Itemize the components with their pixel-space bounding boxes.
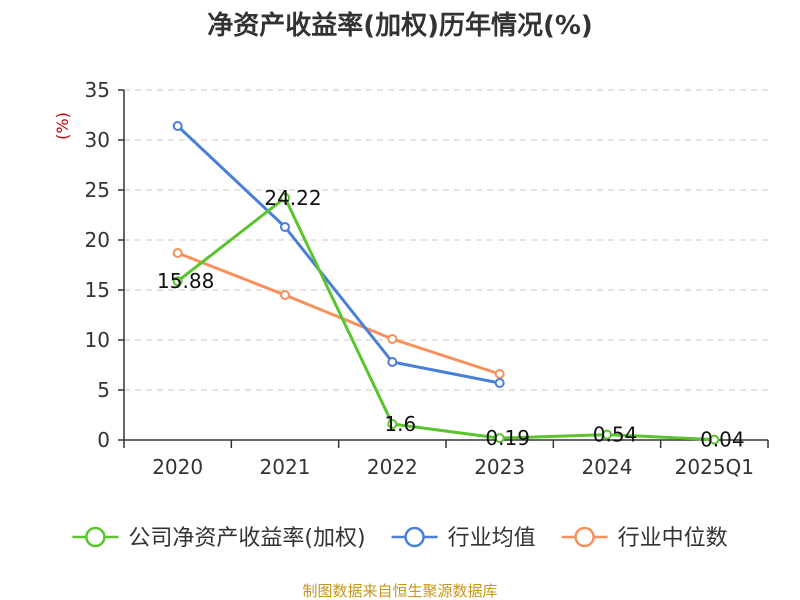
series-line: [177, 251, 501, 376]
legend-marker: [404, 526, 425, 548]
legend-marker: [574, 526, 595, 548]
y-tick-label: 30: [85, 128, 110, 152]
data-label: 1.6: [384, 412, 416, 436]
y-tick-label: 20: [85, 228, 110, 252]
x-tick-label: 2020: [152, 455, 203, 479]
x-tick-label: 2021: [260, 455, 311, 479]
y-tick-label: 0: [97, 428, 110, 452]
legend-item: 行业中位数: [561, 526, 728, 551]
x-tick-label: 2025Q1: [675, 455, 754, 479]
legend-label: 公司净资产收益率(加权): [128, 526, 365, 551]
legend-item: 行业均值: [391, 526, 536, 551]
data-point: [494, 369, 505, 379]
data-label: 24.22: [264, 186, 321, 210]
data-point: [280, 222, 290, 232]
data-point: [709, 434, 720, 445]
y-axis-unit: (%): [53, 112, 72, 140]
legend-label: 行业均值: [448, 526, 536, 551]
axes: 0 5 10 15 20 25 30 35 2020 2021 2022 2023 2024 2025Q1: [85, 78, 769, 479]
data-label: 0.19: [485, 426, 530, 450]
data-point: [280, 290, 290, 300]
source-note: 制图数据来自恒生聚源数据库: [302, 582, 497, 600]
legend-marker: [85, 526, 106, 548]
gridlines: [124, 89, 768, 391]
y-tick-label: 25: [85, 178, 110, 202]
y-tick-label: 10: [85, 328, 110, 352]
data-point: [172, 276, 183, 287]
data-point: [172, 248, 183, 258]
data-point: [387, 357, 398, 367]
data-labels: 15.88 24.22 1.6 0.19 0.54 0.04: [157, 186, 745, 452]
data-point: [602, 429, 612, 440]
legend-label: 行业中位数: [618, 526, 728, 551]
data-label: 15.88: [157, 269, 214, 293]
data-point: [172, 121, 183, 131]
series-group: [172, 121, 720, 445]
series-line: [176, 124, 500, 385]
x-tick-label: 2024: [582, 455, 633, 479]
chart-title: 净资产收益率(加权)历年情况(%): [207, 10, 593, 41]
data-label: 0.54: [593, 423, 638, 447]
data-point: [387, 334, 398, 344]
y-tick-label: 15: [85, 278, 110, 302]
data-point: [280, 192, 290, 203]
data-point: [494, 378, 505, 388]
y-tick-label: 35: [85, 78, 110, 102]
x-tick-label: 2022: [367, 455, 418, 479]
y-tick-label: 5: [97, 378, 110, 402]
x-tick-label: 2023: [474, 455, 525, 479]
data-label: 0.04: [700, 428, 745, 452]
data-point: [494, 433, 505, 444]
data-point: [387, 419, 398, 429]
series-line: [176, 196, 715, 442]
legend-item: 公司净资产收益率(加权): [72, 526, 366, 551]
legend: 公司净资产收益率(加权) 行业均值 行业中位数: [72, 526, 728, 551]
